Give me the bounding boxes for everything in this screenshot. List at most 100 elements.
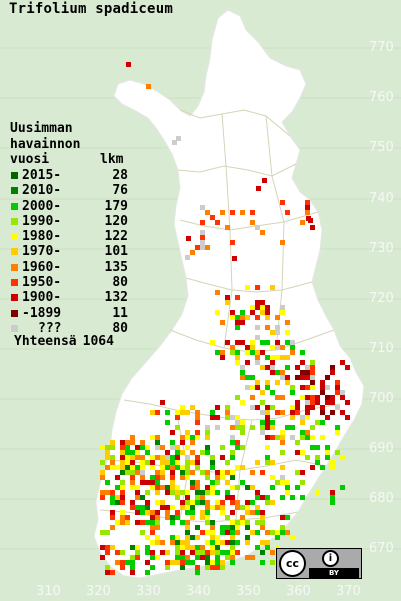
occurrence-square — [165, 560, 170, 565]
occurrence-square — [285, 375, 290, 380]
occurrence-square — [325, 415, 330, 420]
occurrence-square — [195, 465, 200, 470]
occurrence-square — [250, 340, 255, 345]
occurrence-square — [265, 405, 270, 410]
occurrence-square — [210, 340, 215, 345]
occurrence-square — [170, 440, 175, 445]
occurrence-square — [275, 395, 280, 400]
by-label: BY — [309, 568, 359, 578]
occurrence-square — [180, 550, 185, 555]
cc-by-icon: cc i BY — [276, 548, 362, 579]
occurrence-square — [295, 375, 300, 380]
legend-row: 1900- 132 — [8, 290, 132, 305]
occurrence-square — [215, 540, 220, 545]
occurrence-square — [330, 395, 335, 400]
occurrence-square — [265, 420, 270, 425]
occurrence-square — [180, 450, 185, 455]
occurrence-square — [205, 555, 210, 560]
occurrence-square — [270, 420, 275, 425]
occurrence-square — [110, 495, 115, 500]
occurrence-square — [230, 540, 235, 545]
occurrence-square — [310, 360, 315, 365]
occurrence-square — [255, 510, 260, 515]
occurrence-square — [235, 355, 240, 360]
occurrence-square — [195, 435, 200, 440]
occurrence-square — [155, 500, 160, 505]
occurrence-square — [260, 525, 265, 530]
occurrence-square — [165, 490, 170, 495]
legend-count: 135 — [104, 259, 128, 275]
occurrence-square — [180, 540, 185, 545]
occurrence-square — [235, 395, 240, 400]
occurrence-square — [190, 450, 195, 455]
occurrence-square — [305, 210, 310, 215]
occurrence-square — [310, 370, 315, 375]
occurrence-square — [120, 480, 125, 485]
occurrence-square — [190, 500, 195, 505]
y-tick-label: 700 — [369, 391, 394, 406]
occurrence-square — [175, 425, 180, 430]
occurrence-square — [235, 445, 240, 450]
occurrence-square — [255, 360, 260, 365]
occurrence-square — [160, 465, 165, 470]
occurrence-square — [270, 285, 275, 290]
occurrence-square — [280, 305, 285, 310]
occurrence-square — [235, 530, 240, 535]
occurrence-square — [230, 315, 235, 320]
x-tick-label: 350 — [236, 584, 261, 599]
occurrence-square — [105, 570, 110, 575]
occurrence-square — [300, 480, 305, 485]
occurrence-square — [150, 465, 155, 470]
occurrence-square — [230, 550, 235, 555]
occurrence-square — [180, 490, 185, 495]
occurrence-square — [260, 400, 265, 405]
occurrence-square — [155, 445, 160, 450]
occurrence-square — [260, 540, 265, 545]
occurrence-square — [145, 510, 150, 515]
occurrence-square — [310, 425, 315, 430]
occurrence-square — [145, 535, 150, 540]
occurrence-square — [290, 385, 295, 390]
occurrence-square — [170, 460, 175, 465]
occurrence-square — [195, 245, 200, 250]
occurrence-square — [190, 470, 195, 475]
occurrence-square — [140, 470, 145, 475]
occurrence-square — [335, 380, 340, 385]
occurrence-square — [120, 460, 125, 465]
x-tick-label: 310 — [36, 584, 61, 599]
occurrence-square — [310, 225, 315, 230]
occurrence-square — [195, 570, 200, 575]
occurrence-square — [225, 470, 230, 475]
occurrence-square — [185, 490, 190, 495]
occurrence-square — [130, 470, 135, 475]
occurrence-square — [130, 475, 135, 480]
occurrence-square — [295, 440, 300, 445]
occurrence-square — [185, 255, 190, 260]
occurrence-square — [245, 345, 250, 350]
occurrence-square — [150, 510, 155, 515]
occurrence-square — [120, 490, 125, 495]
y-tick-label: 720 — [369, 291, 394, 306]
occurrence-square — [300, 420, 305, 425]
occurrence-square — [290, 345, 295, 350]
occurrence-square — [265, 310, 270, 315]
occurrence-square — [280, 410, 285, 415]
occurrence-square — [130, 570, 135, 575]
occurrence-square — [240, 505, 245, 510]
occurrence-square — [220, 505, 225, 510]
occurrence-square — [200, 205, 205, 210]
occurrence-square — [285, 340, 290, 345]
occurrence-square — [265, 445, 270, 450]
occurrence-square — [170, 540, 175, 545]
occurrence-square — [150, 480, 155, 485]
occurrence-square — [165, 455, 170, 460]
occurrence-square — [235, 320, 240, 325]
occurrence-square — [305, 430, 310, 435]
occurrence-square — [330, 465, 335, 470]
occurrence-square — [255, 505, 260, 510]
occurrence-square — [110, 440, 115, 445]
occurrence-square — [195, 495, 200, 500]
occurrence-square — [135, 510, 140, 515]
occurrence-square — [265, 325, 270, 330]
legend-row: 2010- 76 — [8, 183, 132, 198]
